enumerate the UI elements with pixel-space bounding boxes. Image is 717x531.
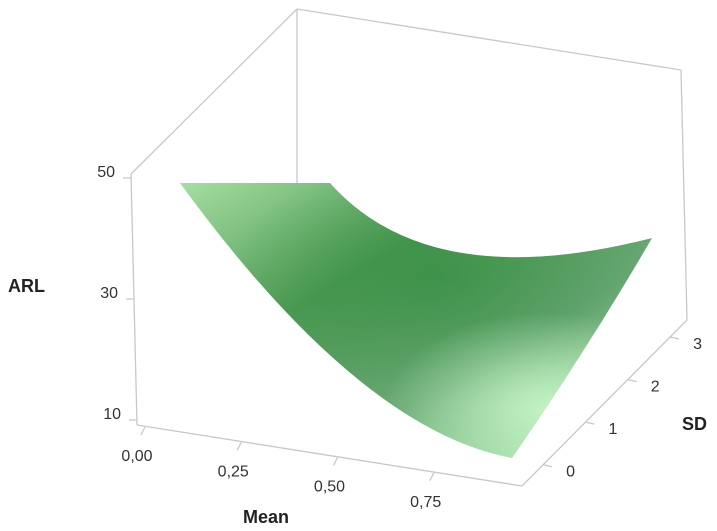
y-axis-title: SD (682, 414, 707, 434)
z-axis-title: ARL (8, 276, 45, 296)
x-tick-0,25 (236, 441, 242, 451)
frame-floor-front (136, 424, 523, 487)
x-tick-0,50 (332, 457, 339, 466)
y-tick-label-3: 3 (693, 336, 702, 353)
x-axis-title: Mean (243, 507, 289, 527)
z-tick-label-30: 30 (100, 285, 118, 302)
frame-floor-right (521, 319, 688, 487)
y-tick-label-2: 2 (651, 379, 660, 396)
frame-top-back (296, 8, 682, 71)
z-tick-label-50: 50 (97, 164, 115, 181)
y-tick-label-0: 0 (566, 464, 575, 481)
y-tick-1 (585, 421, 595, 425)
x-tick-0,75 (429, 472, 435, 482)
y-tick-label-1: 1 (608, 421, 617, 438)
y-tick-0 (543, 464, 553, 468)
tick-labels: 10 30 50 0,00 0,25 0,50 0,75 0 1 2 3 (97, 164, 702, 511)
y-tick-3 (669, 336, 680, 340)
frame-top-left (130, 8, 298, 175)
y-tick-2 (627, 378, 637, 383)
x-tick-label-0,25: 0,25 (218, 463, 249, 480)
x-tick-label-0,00: 0,00 (121, 448, 152, 465)
frame-right-vertical (680, 69, 688, 321)
surface-shading-light (180, 183, 652, 458)
x-tick-0,00 (140, 426, 146, 436)
x-tick-label-0,50: 0,50 (314, 479, 345, 496)
surface (180, 183, 652, 458)
z-tick-label-10: 10 (103, 406, 121, 423)
x-tick-label-0,75: 0,75 (410, 494, 441, 511)
axis-ticks (123, 177, 680, 482)
